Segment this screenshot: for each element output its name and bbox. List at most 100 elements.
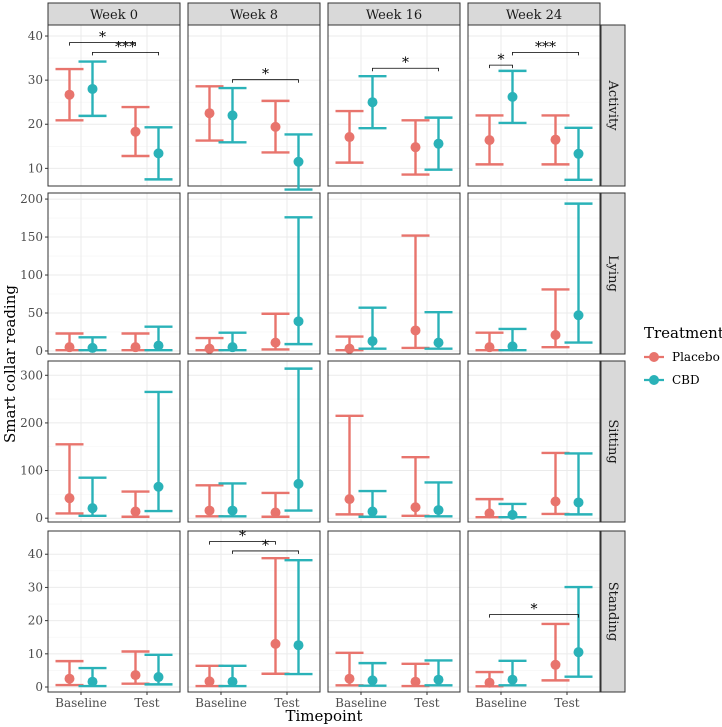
panel-border xyxy=(327,24,461,187)
point-placebo-baseline xyxy=(344,343,355,354)
y-tick-label: 30 xyxy=(28,580,43,594)
legend-item-cbd: CBD xyxy=(644,373,700,387)
strip-activity xyxy=(600,24,626,187)
significance-label: *** xyxy=(115,39,136,55)
y-tick-label: 40 xyxy=(28,547,43,561)
x-tick-label: Baseline xyxy=(335,696,387,710)
significance-line xyxy=(489,614,579,618)
panel-border xyxy=(187,192,321,355)
y-tick-label: 20 xyxy=(28,614,43,628)
significance-line xyxy=(92,51,159,56)
strip-label-week-24: Week 24 xyxy=(506,8,562,23)
point-cbd-test xyxy=(573,647,584,658)
significance-label: *** xyxy=(535,39,556,55)
point-cbd-test xyxy=(433,337,444,348)
significance-label: * xyxy=(99,30,106,46)
point-placebo-test xyxy=(550,330,561,341)
panel-sitting-week-8 xyxy=(187,360,321,523)
panel-background xyxy=(47,530,181,693)
point-placebo-baseline xyxy=(484,342,495,353)
point-placebo-test xyxy=(270,121,281,132)
point-cbd-test xyxy=(153,340,164,351)
panel-border xyxy=(327,192,461,355)
point-cbd-baseline xyxy=(227,342,238,353)
y-tick-label: 100 xyxy=(20,268,43,282)
point-placebo-baseline xyxy=(64,342,75,353)
point-placebo-test xyxy=(410,142,421,153)
significance-line xyxy=(232,550,299,554)
significance-label: * xyxy=(239,529,246,545)
x-tick-label: Baseline xyxy=(195,696,247,710)
panel-activity-week-24 xyxy=(467,24,601,187)
point-cbd-baseline xyxy=(227,110,238,121)
panel-background xyxy=(187,530,321,693)
panel-sitting-week-16 xyxy=(327,360,461,523)
significance-bracket: * xyxy=(489,52,513,69)
panel-standing-week-24 xyxy=(467,530,601,693)
significance-line xyxy=(209,541,276,545)
strip-label-standing: Standing xyxy=(605,582,620,641)
strip-label-week-0: Week 0 xyxy=(90,8,138,23)
strip-label-sitting: Sitting xyxy=(605,419,620,463)
x-tick-label: Test xyxy=(554,696,579,710)
point-cbd-test xyxy=(153,481,164,492)
panel-border xyxy=(327,530,461,693)
point-placebo-baseline xyxy=(204,505,215,516)
panel-border xyxy=(467,24,601,187)
panel-border xyxy=(47,360,181,523)
significance-label: * xyxy=(498,52,505,68)
significance-bracket: * xyxy=(232,538,299,554)
point-placebo-baseline xyxy=(64,493,75,504)
y-tick-label: 300 xyxy=(20,368,43,382)
strip-label-lying: Lying xyxy=(605,255,620,292)
point-placebo-baseline xyxy=(204,108,215,119)
point-placebo-baseline xyxy=(344,132,355,143)
point-cbd-test xyxy=(293,156,304,167)
point-placebo-test xyxy=(270,507,281,518)
y-tick-label: 10 xyxy=(28,647,43,661)
panel-activity-week-0 xyxy=(47,24,181,187)
panel-standing-week-8 xyxy=(187,530,321,693)
point-placebo-test xyxy=(270,638,281,649)
y-axis-title: Smart collar reading xyxy=(1,285,19,443)
y-tick-label: 200 xyxy=(20,416,43,430)
point-placebo-test xyxy=(550,659,561,670)
point-cbd-baseline xyxy=(507,91,518,102)
y-tick-label: 10 xyxy=(28,161,43,175)
point-placebo-test xyxy=(410,325,421,336)
significance-line xyxy=(489,64,513,69)
panel-background xyxy=(47,192,181,355)
point-cbd-baseline xyxy=(367,506,378,517)
significance-label: * xyxy=(262,67,269,83)
point-placebo-test xyxy=(550,496,561,507)
point-cbd-baseline xyxy=(227,505,238,516)
significance-label: * xyxy=(402,55,409,71)
point-cbd-baseline xyxy=(367,675,378,686)
panel-background xyxy=(47,24,181,187)
panel-background xyxy=(327,192,461,355)
panel-background xyxy=(187,360,321,523)
legend-title: Treatment xyxy=(644,324,722,342)
point-cbd-baseline xyxy=(507,674,518,685)
point-placebo-test xyxy=(270,337,281,348)
legend-key-placebo-point xyxy=(649,352,659,362)
panel-background xyxy=(327,530,461,693)
panel-background xyxy=(467,192,601,355)
panel-border xyxy=(47,192,181,355)
point-cbd-test xyxy=(433,138,444,149)
significance-label: * xyxy=(531,602,538,618)
legend-item-placebo: Placebo xyxy=(644,350,720,364)
point-cbd-test xyxy=(573,148,584,159)
point-placebo-baseline xyxy=(64,89,75,100)
significance-label: * xyxy=(262,538,269,554)
point-cbd-test xyxy=(293,478,304,489)
x-axis-title: Timepoint xyxy=(285,707,362,725)
panel-border xyxy=(47,530,181,693)
strip-lying xyxy=(600,192,626,355)
point-placebo-test xyxy=(410,502,421,513)
point-placebo-test xyxy=(130,342,141,353)
panel-lying-week-8 xyxy=(187,192,321,355)
y-tick-label: 0 xyxy=(35,344,43,358)
y-tick-label: 30 xyxy=(28,73,43,87)
